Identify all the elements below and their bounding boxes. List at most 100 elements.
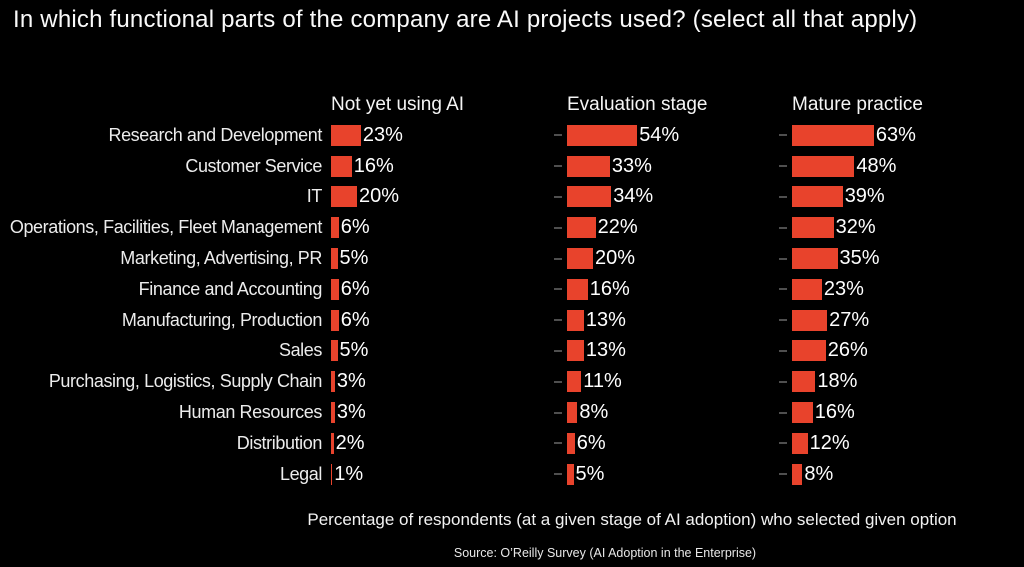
bar bbox=[567, 309, 584, 331]
bar-value-label: 54% bbox=[639, 123, 680, 146]
bar-value-label: 39% bbox=[844, 185, 885, 208]
bar-value-label: 12% bbox=[809, 431, 850, 454]
bar-value-label: 20% bbox=[359, 185, 400, 208]
bar-value-label: 6% bbox=[340, 308, 370, 331]
bar bbox=[331, 432, 334, 454]
chart-row: Finance and Accounting 6% 16% 23% bbox=[0, 274, 1024, 305]
bar bbox=[792, 278, 822, 300]
bar-panel: 5% bbox=[554, 459, 792, 490]
bar-panel: 13% bbox=[554, 305, 792, 336]
bar-panel: 16% bbox=[554, 274, 792, 305]
bar-panel: 3% bbox=[331, 397, 567, 428]
bar-panel: 3% bbox=[331, 366, 567, 397]
bar-panel: 63% bbox=[779, 120, 1024, 151]
chart-row: Operations, Facilities, Fleet Management… bbox=[0, 212, 1024, 243]
chart-title: In which functional parts of the company… bbox=[13, 6, 918, 33]
bar-value-label: 13% bbox=[585, 308, 626, 331]
chart-row: Human Resources 3% 8% 16% bbox=[0, 397, 1024, 428]
category-label: Operations, Facilities, Fleet Management bbox=[9, 217, 323, 238]
bar-value-label: 34% bbox=[613, 185, 654, 208]
bar-value-label: 6% bbox=[576, 431, 606, 454]
category-label: Purchasing, Logistics, Supply Chain bbox=[48, 371, 323, 392]
panel-header-not-yet-using-ai: Not yet using AI bbox=[331, 94, 465, 115]
bar bbox=[792, 186, 843, 208]
chart-row: Customer Service 16% 33% 48% bbox=[0, 151, 1024, 182]
bar bbox=[792, 155, 855, 177]
category-label: Customer Service bbox=[185, 155, 322, 176]
bar bbox=[792, 432, 808, 454]
chart-row: Marketing, Advertising, PR 5% 20% 35% bbox=[0, 243, 1024, 274]
bar-panel: 6% bbox=[331, 274, 567, 305]
bar bbox=[567, 278, 588, 300]
bar-value-label: 35% bbox=[839, 247, 880, 270]
bar bbox=[331, 278, 339, 300]
bar-value-label: 5% bbox=[339, 247, 369, 270]
bar-panel: 16% bbox=[331, 151, 567, 182]
bar-value-label: 22% bbox=[597, 216, 638, 239]
bar bbox=[331, 371, 335, 393]
bar bbox=[331, 248, 338, 270]
bar-panel: 48% bbox=[779, 151, 1024, 182]
panel-headers: Not yet using AI Evaluation stage Mature… bbox=[0, 90, 1024, 116]
bar bbox=[331, 463, 333, 485]
source-caption: Source: O’Reilly Survey (AI Adoption in … bbox=[453, 546, 757, 560]
chart-row: Purchasing, Logistics, Supply Chain 3% 11%… bbox=[0, 366, 1024, 397]
bar-panel: 34% bbox=[554, 182, 792, 213]
category-label: Sales bbox=[278, 340, 322, 361]
bar-panel: 32% bbox=[779, 212, 1024, 243]
bar bbox=[567, 463, 574, 485]
bar bbox=[792, 124, 874, 146]
bar-panel: 12% bbox=[779, 428, 1024, 459]
bar-value-label: 1% bbox=[334, 462, 364, 485]
bar-panel: 23% bbox=[331, 120, 567, 151]
bar bbox=[567, 124, 638, 146]
bar-value-label: 32% bbox=[835, 216, 876, 239]
panel-header-evaluation-stage: Evaluation stage bbox=[567, 94, 708, 115]
bar-value-label: 2% bbox=[335, 431, 365, 454]
bar-value-label: 8% bbox=[804, 462, 834, 485]
bar-value-label: 13% bbox=[585, 339, 626, 362]
panel-header-mature-practice: Mature practice bbox=[792, 94, 923, 115]
bar bbox=[567, 186, 612, 208]
bar-value-label: 16% bbox=[353, 154, 394, 177]
bar-value-label: 18% bbox=[817, 370, 858, 393]
bar-panel: 33% bbox=[554, 151, 792, 182]
bar-value-label: 3% bbox=[336, 401, 366, 424]
bar bbox=[792, 248, 838, 270]
bar-panel: 23% bbox=[779, 274, 1024, 305]
bar bbox=[567, 217, 596, 239]
bar-panel: 5% bbox=[331, 336, 567, 367]
bar-value-label: 63% bbox=[875, 123, 916, 146]
bar-panel: 27% bbox=[779, 305, 1024, 336]
bar-panel: 6% bbox=[331, 305, 567, 336]
chart-row: Legal 1% 5% 8% bbox=[0, 459, 1024, 490]
bar-panel: 6% bbox=[554, 428, 792, 459]
bar bbox=[331, 309, 339, 331]
bar-panel: 6% bbox=[331, 212, 567, 243]
bar-chart: Not yet using AI Evaluation stage Mature… bbox=[0, 90, 1024, 490]
bar-panel: 20% bbox=[554, 243, 792, 274]
bar-panel: 35% bbox=[779, 243, 1024, 274]
bar-value-label: 6% bbox=[340, 277, 370, 300]
category-label: Marketing, Advertising, PR bbox=[120, 248, 322, 269]
bar-panel: 16% bbox=[779, 397, 1024, 428]
bar bbox=[567, 248, 593, 270]
category-label: IT bbox=[306, 186, 323, 207]
bar-panel: 13% bbox=[554, 336, 792, 367]
bar-value-label: 27% bbox=[829, 308, 870, 331]
bar-value-label: 16% bbox=[814, 401, 855, 424]
category-label: Research and Development bbox=[108, 124, 322, 145]
bar-panel: 2% bbox=[331, 428, 567, 459]
bar bbox=[567, 432, 575, 454]
chart-row: Research and Development 23% 54% 63% bbox=[0, 120, 1024, 151]
bar bbox=[331, 155, 352, 177]
bar-panel: 8% bbox=[779, 459, 1024, 490]
bar-panel: 11% bbox=[554, 366, 792, 397]
category-label: Finance and Accounting bbox=[138, 278, 323, 299]
bar-panel: 39% bbox=[779, 182, 1024, 213]
bar-value-label: 8% bbox=[579, 401, 609, 424]
category-label: Distribution bbox=[236, 432, 323, 453]
bar-panel: 22% bbox=[554, 212, 792, 243]
bar bbox=[792, 463, 803, 485]
